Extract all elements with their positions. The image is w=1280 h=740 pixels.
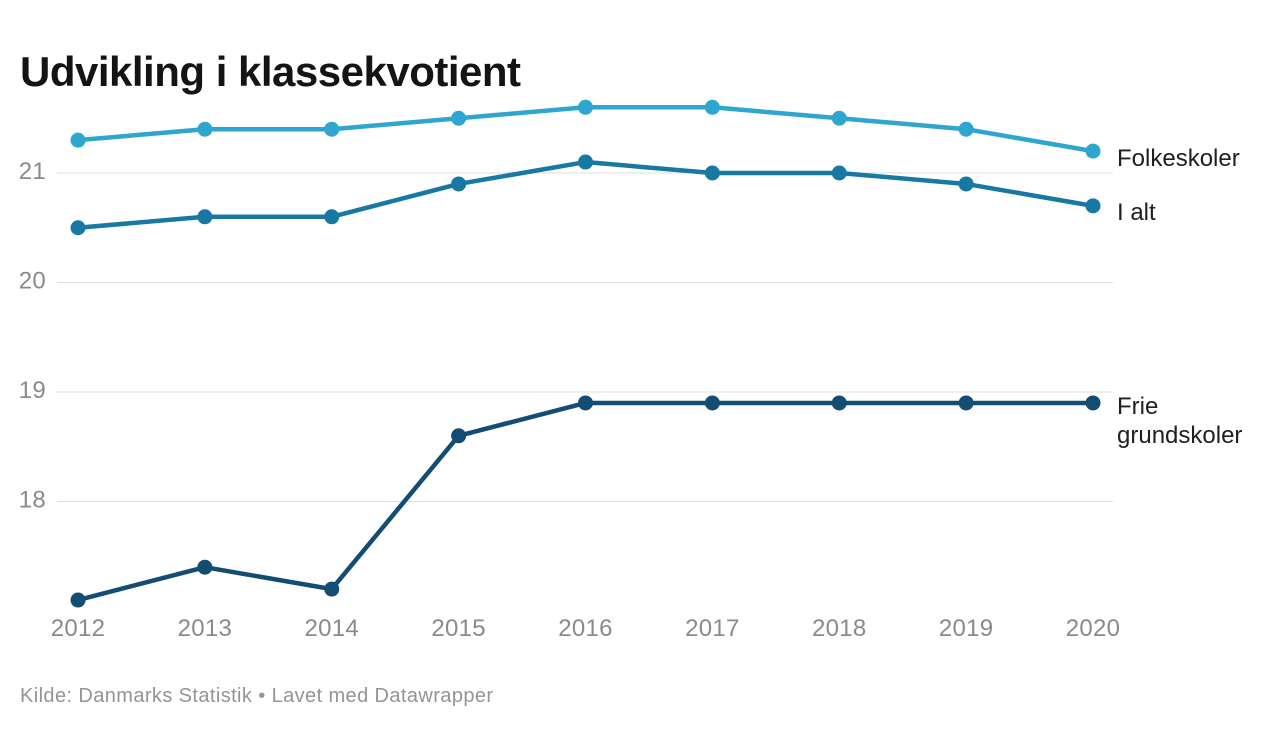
x-tick-label-2019: 2019 [939, 615, 994, 642]
x-tick-label-2016: 2016 [558, 615, 613, 642]
point-i-alt-2016 [578, 154, 593, 170]
x-tick-label-2018: 2018 [812, 615, 867, 642]
point-i-alt-2018 [831, 165, 847, 181]
point-i-alt-2014 [324, 209, 340, 225]
point-folkeskoler-2013 [197, 121, 213, 137]
point-frie-grundskoler-2013 [197, 559, 213, 575]
y-tick-label-20: 20 [19, 268, 46, 295]
point-folkeskoler-2018 [831, 110, 847, 126]
y-tick-label-19: 19 [19, 377, 46, 404]
point-folkeskoler-2015 [451, 110, 467, 126]
point-i-alt-2020 [1085, 198, 1101, 214]
point-folkeskoler-2012 [70, 132, 86, 148]
point-frie-grundskoler-2015 [451, 428, 467, 444]
x-tick-label-2014: 2014 [304, 615, 359, 642]
point-frie-grundskoler-2020 [1085, 395, 1101, 411]
point-frie-grundskoler-2016 [578, 395, 593, 411]
point-i-alt-2015 [451, 176, 467, 192]
series-label-folkeskoler: Folkeskoler [1117, 145, 1240, 173]
point-i-alt-2017 [704, 165, 720, 181]
x-tick-label-2020: 2020 [1066, 615, 1121, 642]
point-i-alt-2013 [197, 209, 213, 225]
point-frie-grundskoler-2014 [324, 581, 340, 597]
point-folkeskoler-2020 [1085, 143, 1101, 159]
point-frie-grundskoler-2018 [831, 395, 847, 411]
y-tick-label-18: 18 [19, 487, 46, 514]
point-frie-grundskoler-2017 [704, 395, 720, 411]
x-tick-label-2015: 2015 [431, 615, 486, 642]
x-tick-label-2013: 2013 [178, 615, 233, 642]
point-i-alt-2012 [70, 220, 86, 236]
series-line-i-alt [77, 159, 1094, 230]
y-tick-label-21: 21 [19, 158, 46, 185]
point-frie-grundskoler-2012 [70, 592, 86, 608]
point-folkeskoler-2016 [578, 99, 593, 115]
x-tick-label-2017: 2017 [685, 615, 740, 642]
point-frie-grundskoler-2019 [958, 395, 974, 411]
chart-title: Udvikling i klassekvotient [20, 48, 521, 96]
series-label-frie-grundskoler: Frie grundskoler [1117, 392, 1243, 449]
point-folkeskoler-2017 [704, 99, 720, 115]
point-i-alt-2019 [958, 176, 974, 192]
x-tick-label-2012: 2012 [51, 615, 106, 642]
point-folkeskoler-2019 [958, 121, 974, 137]
series-label-i-alt: I alt [1117, 198, 1156, 226]
point-folkeskoler-2014 [324, 121, 340, 137]
source-attribution: Kilde: Danmarks Statistik • Lavet med Da… [20, 685, 494, 707]
